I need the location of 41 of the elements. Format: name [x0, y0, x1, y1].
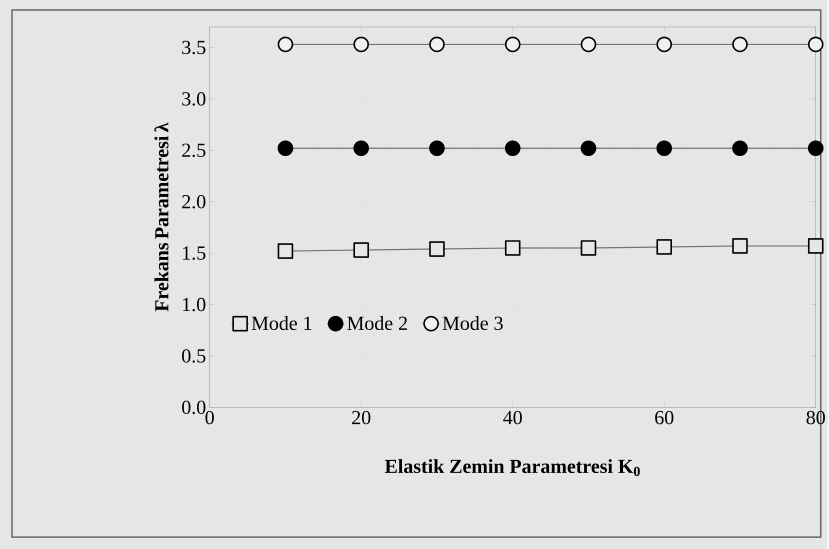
y-tick-label: 0.5 [182, 349, 206, 363]
point [353, 242, 369, 258]
point [656, 36, 672, 52]
y-tick-label: 3.0 [182, 92, 206, 106]
point [732, 36, 748, 52]
point [504, 36, 520, 52]
point [580, 140, 596, 156]
point [656, 239, 672, 255]
y-tick-label: 1.0 [183, 298, 206, 312]
point [732, 140, 748, 156]
x-tick-label: 0 [205, 410, 214, 424]
y-tick-label: 2.5 [182, 144, 206, 157]
point [808, 238, 824, 254]
x-tick-label: 60 [655, 410, 674, 424]
y-tick-label: 2.0 [182, 194, 206, 208]
point [429, 140, 445, 156]
x-tick-label: 40 [503, 410, 522, 424]
x-axis-title: Elastik Zemin Parametresi K$_{0}$ [384, 459, 640, 476]
y-tick-label: 1.5 [183, 246, 206, 260]
point [353, 36, 369, 52]
legend-label: Mode 1 [252, 316, 312, 330]
point [504, 240, 520, 256]
legend-label: Mode 2 [347, 316, 407, 330]
legend-label: Mode 3 [442, 316, 503, 330]
point [656, 140, 672, 156]
point [353, 140, 369, 156]
point [278, 140, 294, 156]
point [429, 36, 445, 52]
x-tick-label: 20 [352, 410, 370, 424]
point [580, 36, 596, 52]
point [278, 36, 294, 52]
y-tick-label: 3.5 [182, 40, 206, 54]
point [278, 243, 294, 259]
y-tick-label: 0.0 [182, 400, 206, 414]
point [580, 240, 596, 256]
y-axis-title: Frekans Parametresi λ [154, 122, 168, 312]
point [504, 140, 520, 156]
point [732, 238, 748, 254]
point [808, 140, 824, 156]
point [808, 36, 824, 52]
point [429, 241, 445, 257]
